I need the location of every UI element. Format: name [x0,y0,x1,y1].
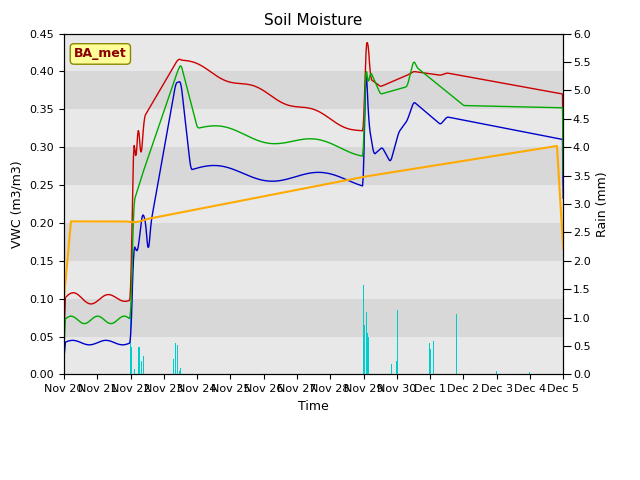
Title: Soil Moisture: Soil Moisture [264,13,363,28]
Bar [397,351,399,374]
Bar [64,185,563,223]
Bar [433,341,434,374]
Bar [64,223,563,261]
Bar [139,357,140,374]
Y-axis label: Rain (mm): Rain (mm) [596,171,609,237]
Bar [366,312,367,374]
Bar [64,336,563,374]
Bar [456,314,458,374]
Bar [180,368,181,374]
Y-axis label: VWC (m3/m3): VWC (m3/m3) [11,160,24,248]
Bar [430,349,431,374]
Bar [175,343,176,374]
Bar [130,315,131,374]
Bar [496,371,497,374]
Bar [529,372,531,374]
Bar [177,345,178,374]
Bar [64,72,563,109]
Bar [391,364,392,374]
Bar [64,299,563,336]
Bar [367,333,368,374]
Bar [368,337,369,374]
Legend: WCR_VMC1, WCR_Moist2, WCR_Moist3, Theta_moist, Rain: WCR_VMC1, WCR_Moist2, WCR_Moist3, Theta_… [17,475,561,480]
Bar [364,325,365,374]
Bar [64,261,563,299]
Text: BA_met: BA_met [74,48,127,60]
Bar [131,347,132,374]
Bar [397,311,398,374]
Bar [138,347,140,374]
X-axis label: Time: Time [298,400,329,413]
Bar [396,361,397,374]
Bar [64,34,563,72]
Bar [173,360,174,374]
Bar [64,147,563,185]
Bar [429,343,431,374]
Bar [179,371,180,374]
Bar [64,109,563,147]
